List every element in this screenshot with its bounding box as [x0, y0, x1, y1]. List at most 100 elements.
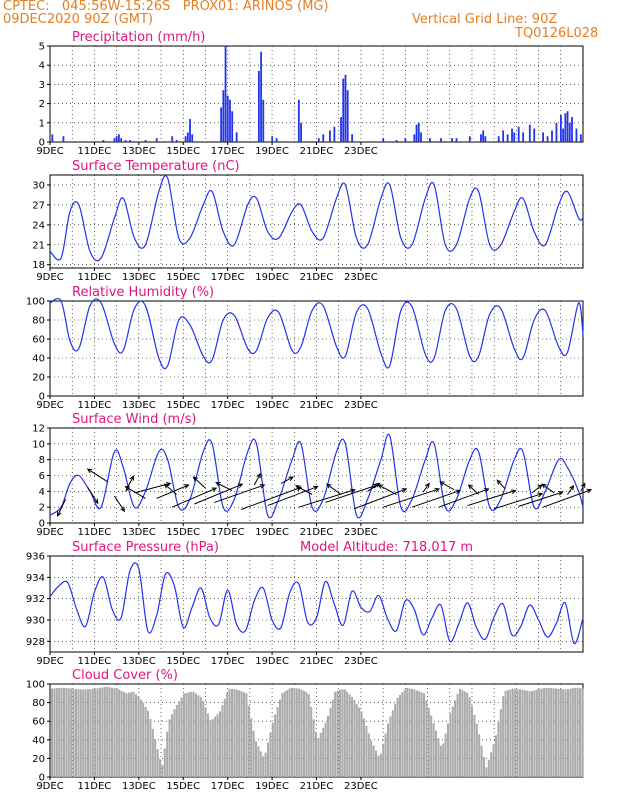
precip-bar	[502, 130, 505, 142]
cloud-bar	[135, 694, 137, 777]
cloud-bar	[329, 707, 332, 777]
cloud-bar	[195, 693, 197, 777]
cloud-bar	[415, 690, 418, 777]
precip-bar	[62, 136, 65, 142]
cloud-bar	[331, 699, 334, 777]
x-tick-label-precip: 15DEC	[166, 146, 200, 157]
wind-arrow-head	[377, 484, 383, 489]
precip-bar	[175, 140, 178, 142]
precip-bar	[191, 134, 194, 142]
x-tick-label-temp: 9DEC	[36, 272, 63, 283]
cloud-bar	[353, 700, 356, 777]
wind-arrow-head	[295, 485, 301, 490]
wind-arrow-head	[467, 484, 474, 490]
precip-bar	[497, 136, 500, 142]
cloud-bar	[144, 707, 147, 777]
y-tick-label-wind: 4	[39, 487, 45, 498]
header-station: CPTEC: 045:56W-15:26S PROX01: ARINOS (MG…	[3, 0, 329, 14]
cloud-bar	[207, 713, 209, 777]
precip-bar	[555, 122, 558, 142]
precip-bar	[440, 138, 442, 142]
cloud-bar	[106, 686, 109, 777]
cloud-bar	[545, 687, 548, 777]
cloud-bar	[202, 701, 205, 777]
cloud-bar	[540, 688, 543, 777]
wind-arrow-head	[124, 485, 131, 491]
x-tick-label-pres: 21DEC	[300, 656, 334, 667]
wind-arrow	[422, 483, 430, 493]
precip-bar	[51, 134, 54, 142]
precip-bar	[275, 138, 278, 142]
cloud-bar	[291, 687, 293, 777]
precip-bar	[420, 132, 422, 142]
x-tick-label-cloud: 23DEC	[344, 781, 378, 792]
cloud-bar	[312, 719, 315, 777]
cloud-bar	[377, 755, 380, 777]
wind-arrow-head	[120, 506, 126, 513]
x-tick-label-pres: 9DEC	[36, 656, 63, 667]
precip-bar	[480, 134, 482, 142]
wind-arrow-head	[313, 485, 319, 491]
y-tick-label-precip: 5	[39, 42, 45, 53]
cloud-bar	[233, 689, 236, 777]
cloud-bar	[67, 688, 70, 777]
cloud-bar	[51, 688, 53, 777]
cloud-bar	[499, 709, 502, 777]
cloud-bar	[267, 742, 269, 777]
y-tick-label-precip: 2	[39, 99, 45, 110]
cloud-bar	[103, 687, 106, 777]
wind-arrow-head	[256, 472, 261, 479]
precip-bar	[102, 140, 105, 142]
precip-bar	[155, 138, 158, 142]
wind-arrow-head	[434, 487, 441, 493]
cloud-bar	[574, 687, 577, 777]
cloud-bar	[339, 689, 341, 777]
cloud-bar	[358, 707, 361, 777]
precip-bar	[415, 124, 418, 142]
cloud-bar	[163, 748, 166, 777]
cloud-bar	[123, 691, 125, 777]
wind-arrow	[354, 488, 407, 510]
cloud-bar	[360, 711, 363, 777]
cloud-bar	[293, 688, 296, 777]
precip-bar	[113, 138, 116, 142]
precip-bar	[271, 136, 274, 142]
cloud-bar	[497, 722, 500, 777]
precip-bar	[404, 138, 407, 142]
cloud-bar	[89, 689, 92, 777]
cloud-bar	[180, 697, 183, 777]
cloud-bar	[319, 732, 322, 777]
y-tick-label-cloud: 60	[32, 717, 45, 728]
precip-bar	[346, 90, 349, 142]
cloud-bar	[53, 688, 56, 777]
cloud-bar	[504, 690, 507, 777]
cloud-bar	[87, 689, 89, 777]
x-tick-label-wind: 21DEC	[300, 527, 334, 538]
wind-arrow	[164, 483, 177, 495]
x-tick-label-cloud: 11DEC	[78, 781, 112, 792]
x-tick-label-temp: 13DEC	[122, 272, 156, 283]
cloud-bar	[341, 689, 344, 777]
y-tick-label-cloud: 80	[32, 698, 45, 709]
wind-arrow-head	[129, 475, 135, 481]
y-tick-label-wind: 2	[39, 503, 45, 514]
cloud-bar	[130, 691, 133, 777]
precip-bar	[118, 134, 120, 142]
cloud-bar	[523, 690, 526, 777]
cloud-bar	[283, 691, 286, 777]
cloud-bar	[461, 690, 464, 777]
wind-arrow-head	[326, 483, 332, 489]
cloud-bar	[250, 718, 253, 777]
cloud-bar	[204, 707, 207, 777]
cloud-bar	[190, 691, 193, 777]
cloud-bar	[487, 759, 490, 777]
cloud-bar	[492, 744, 495, 777]
cloud-bar	[127, 692, 130, 777]
cloud-bar	[564, 689, 567, 777]
y-tick-label-cloud: 0	[39, 773, 45, 784]
cloud-bar	[538, 688, 541, 777]
cloud-bar	[257, 746, 260, 777]
cloud-bar	[413, 689, 416, 777]
cloud-bar	[96, 688, 99, 777]
